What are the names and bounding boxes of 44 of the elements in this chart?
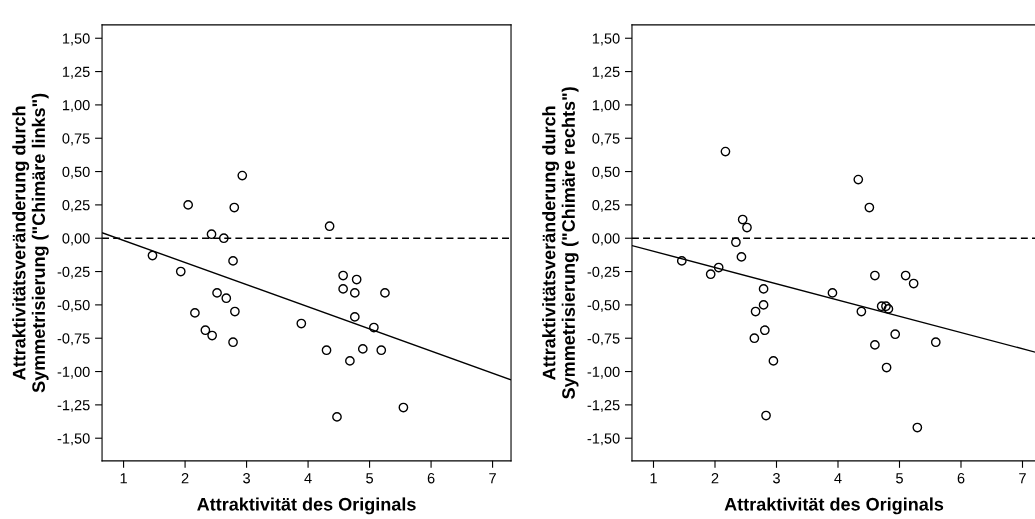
y-axis-title: Attraktivitätsveränderung durch Symmetrisierung ("Chimäre rechts") <box>542 87 579 399</box>
y-tick-label: 1,00 <box>62 100 90 113</box>
y-tick-label: 0,00 <box>592 233 620 246</box>
x-tick-label: 5 <box>366 473 374 484</box>
x-tick-label: 3 <box>773 473 780 484</box>
x-tick-label: 7 <box>1019 473 1026 484</box>
y-tick-label: -0,25 <box>587 266 620 279</box>
y-tick-label: -0,50 <box>57 299 90 313</box>
y-tick-label: 0,50 <box>62 166 90 179</box>
y-tick-label: -0,50 <box>587 299 620 313</box>
y-tick-label: -0,75 <box>587 333 620 346</box>
x-tick-label: 7 <box>489 473 496 484</box>
y-tick-label: -1,25 <box>587 399 620 413</box>
x-axis-title: Attraktivität des Originals <box>197 497 416 515</box>
y-tick-label: 1,25 <box>592 66 620 79</box>
x-tick-label: 2 <box>181 473 189 484</box>
y-tick-label: -1,00 <box>57 366 90 379</box>
y-tick-label: 1,25 <box>62 66 90 79</box>
y-tick-label: 0,50 <box>592 166 620 179</box>
y-tick-label: 0,25 <box>592 200 620 213</box>
x-tick-label: 4 <box>304 473 312 484</box>
y-tick-label: -1,50 <box>587 433 620 446</box>
y-tick-label: 0,75 <box>592 133 620 146</box>
x-tick-label: 6 <box>427 473 435 484</box>
x-axis-title: Attraktivität des Originals <box>724 497 944 515</box>
x-tick-label: 2 <box>711 473 719 484</box>
y-tick-label: -1,00 <box>587 366 620 379</box>
y-tick-label: 0,75 <box>62 133 90 146</box>
y-tick-label: 0,25 <box>62 200 90 213</box>
y-tick-label: 1,50 <box>62 33 90 46</box>
y-tick-label: -0,25 <box>57 266 90 279</box>
y-tick-label: 1,50 <box>592 33 620 46</box>
x-tick-label: 5 <box>896 473 903 484</box>
y-tick-label: 0,00 <box>62 233 90 246</box>
y-tick-label: -1,25 <box>57 399 90 413</box>
y-axis-title: Attraktivitätsveränderung durch Symmetrisierung ("Chimäre links") <box>12 93 49 393</box>
x-tick-label: 3 <box>243 473 250 484</box>
y-tick-label: -1,50 <box>57 433 90 446</box>
x-tick-label: 6 <box>957 473 965 484</box>
x-tick-label: 1 <box>650 473 657 484</box>
x-tick-label: 1 <box>120 473 127 484</box>
y-tick-label: -0,75 <box>57 333 90 346</box>
x-tick-label: 4 <box>834 473 842 484</box>
y-tick-label: 1,00 <box>592 100 620 113</box>
